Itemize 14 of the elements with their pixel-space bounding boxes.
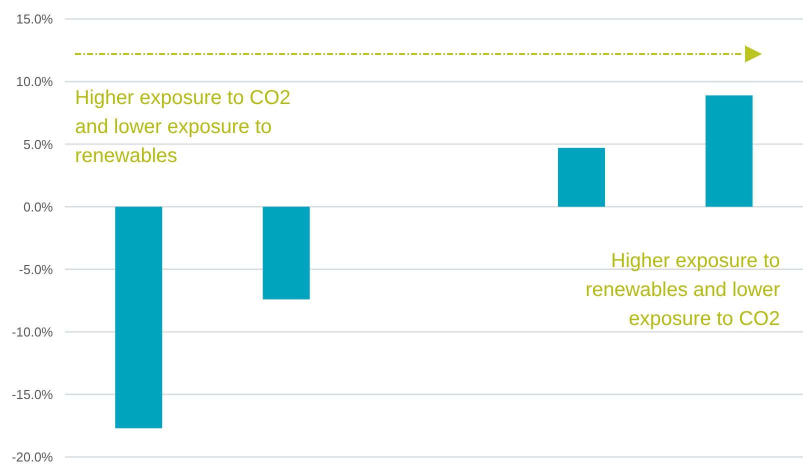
bar	[706, 95, 753, 207]
y-tick-label: 10.0%	[16, 74, 54, 90]
bar	[115, 206, 162, 428]
y-tick-label: 15.0%	[16, 12, 54, 27]
y-tick-label: -10.0%	[12, 324, 54, 340]
y-tick-label: -5.0%	[19, 262, 54, 277]
y-tick-label: -15.0%	[12, 387, 54, 402]
y-tick-label: 5.0%	[23, 136, 54, 152]
y-tick-label: -20.0%	[12, 450, 54, 465]
y-tick-label: 0.0%	[23, 199, 54, 214]
bar	[558, 148, 605, 207]
bar	[262, 206, 310, 300]
annotation: Higher exposure to CO2 and lower exposure to renewables	[75, 86, 292, 169]
annotation: Higher exposure to renewables and lower exposure to CO2	[584, 249, 780, 332]
